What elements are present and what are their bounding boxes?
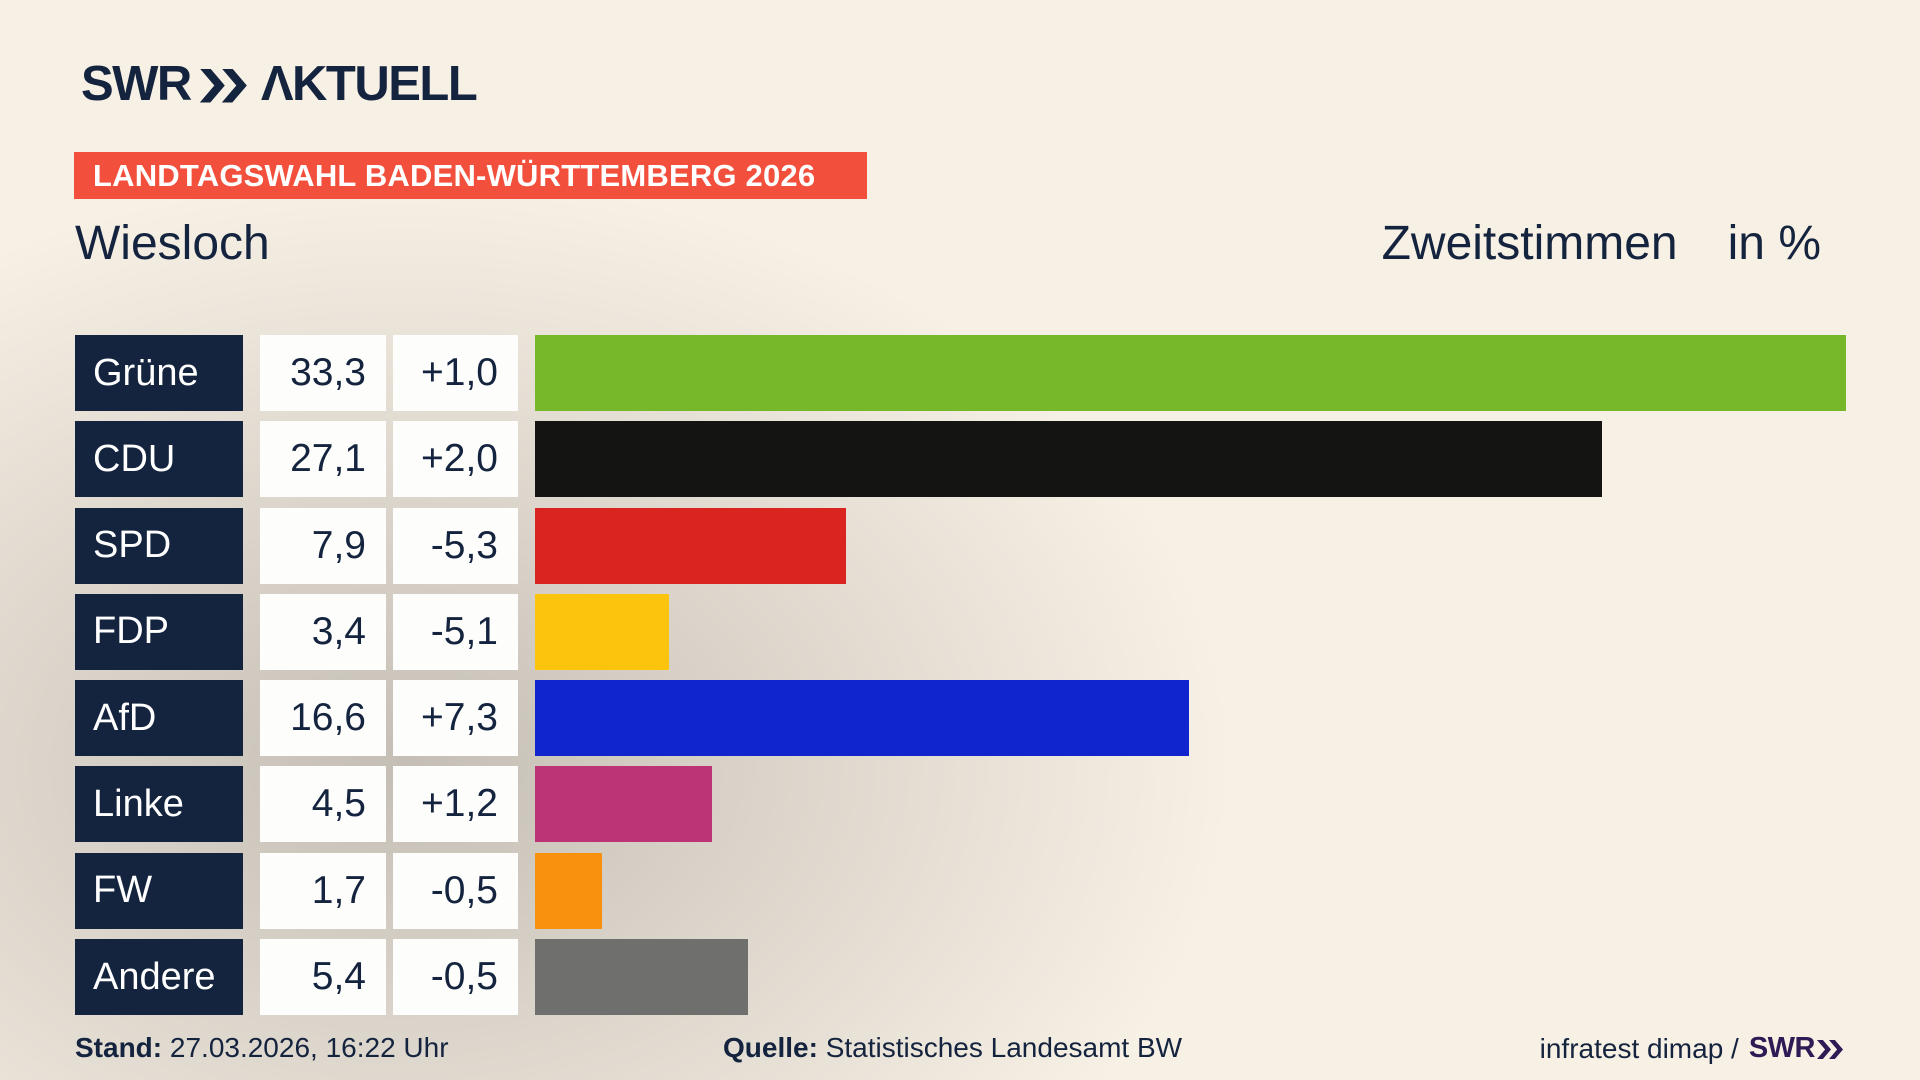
- bar-track: [535, 421, 1846, 498]
- party-value: 1,7: [260, 852, 386, 929]
- bar-track: [535, 507, 1846, 584]
- party-value: 7,9: [260, 507, 386, 584]
- table-row: Grüne 33,3 +1,0: [75, 335, 1846, 411]
- party-change: -0,5: [393, 852, 518, 929]
- bar-track: [535, 766, 1846, 843]
- election-banner: LANDTAGSWAHL BADEN-WÜRTTEMBERG 2026: [74, 152, 868, 199]
- party-label: Andere: [75, 939, 243, 1016]
- party-label: Linke: [75, 766, 243, 843]
- party-change: -5,1: [393, 593, 518, 670]
- table-row: Andere 5,4 -0,5: [75, 939, 1846, 1016]
- table-row: FDP 3,4 -5,1: [75, 593, 1846, 670]
- chevron-right-icon: [221, 68, 247, 103]
- credit-text: infratest dimap /: [1539, 1032, 1739, 1064]
- party-change: +1,0: [393, 335, 518, 411]
- aktuell-logo-text: ΛKTUELL: [260, 57, 478, 111]
- party-label: CDU: [75, 421, 243, 498]
- footer: Stand: 27.03.2026, 16:22 Uhr Quelle: Sta…: [0, 1032, 1920, 1072]
- chart-title-unit: in %: [1727, 217, 1821, 270]
- result-bar: [535, 939, 748, 1016]
- party-label: AfD: [75, 680, 243, 757]
- swr-aktuell-logo: SWR ΛKTUELL: [81, 57, 478, 111]
- bar-track: [535, 335, 1846, 411]
- timestamp: Stand: 27.03.2026, 16:22 Uhr: [75, 1032, 449, 1064]
- bar-track: [535, 852, 1846, 929]
- quelle-value: Statistisches Landesamt BW: [825, 1032, 1183, 1063]
- result-bar: [535, 335, 1846, 411]
- party-label: SPD: [75, 507, 243, 584]
- bar-track: [535, 680, 1846, 757]
- swr-footer-logo-text: SWR: [1748, 1032, 1816, 1064]
- table-row: CDU 27,1 +2,0: [75, 421, 1846, 498]
- table-row: SPD 7,9 -5,3: [75, 507, 1846, 584]
- result-bar: [535, 766, 713, 843]
- chevron-right-icon: [199, 68, 225, 103]
- party-change: +7,3: [393, 680, 518, 757]
- quelle-label: Quelle:: [723, 1032, 818, 1063]
- chevron-right-icon: [1829, 1040, 1843, 1059]
- municipality-title: Wiesloch: [75, 217, 270, 270]
- bar-track: [535, 593, 1846, 670]
- stand-value: 27.03.2026, 16:22 Uhr: [169, 1032, 449, 1063]
- party-change: -0,5: [393, 939, 518, 1016]
- chart-title: Zweitstimmen in %: [1381, 217, 1821, 270]
- stand-label: Stand:: [75, 1032, 163, 1063]
- party-value: 4,5: [260, 766, 386, 843]
- result-bar: [535, 680, 1189, 757]
- bar-track: [535, 939, 1846, 1016]
- party-label: FDP: [75, 593, 243, 670]
- table-row: Linke 4,5 +1,2: [75, 766, 1846, 843]
- swr-logo-chevrons-icon: [199, 68, 247, 103]
- party-label: Grüne: [75, 335, 243, 411]
- party-label: FW: [75, 852, 243, 929]
- result-bar: [535, 421, 1602, 498]
- party-value: 16,6: [260, 680, 386, 757]
- result-bar: [535, 852, 602, 929]
- result-bar: [535, 507, 847, 584]
- chevron-right-icon: [1817, 1040, 1831, 1059]
- results-bar-chart: Grüne 33,3 +1,0 CDU 27,1 +2,0 SPD 7,9 -5…: [75, 335, 1846, 1016]
- party-change: -5,3: [393, 507, 518, 584]
- source: Quelle: Statistisches Landesamt BW: [723, 1032, 1182, 1064]
- party-value: 33,3: [260, 335, 386, 411]
- party-value: 3,4: [260, 593, 386, 670]
- party-change: +1,2: [393, 766, 518, 843]
- credit: infratest dimap / SWR: [1540, 1032, 1843, 1065]
- party-change: +2,0: [393, 421, 518, 498]
- party-value: 5,4: [260, 939, 386, 1016]
- swr-logo-text: SWR: [81, 57, 192, 111]
- table-row: AfD 16,6 +7,3: [75, 680, 1846, 757]
- chart-title-main: Zweitstimmen: [1381, 217, 1678, 270]
- swr-footer-chevrons-icon: [1817, 1040, 1843, 1059]
- party-value: 27,1: [260, 421, 386, 498]
- result-bar: [535, 593, 669, 670]
- table-row: FW 1,7 -0,5: [75, 852, 1846, 929]
